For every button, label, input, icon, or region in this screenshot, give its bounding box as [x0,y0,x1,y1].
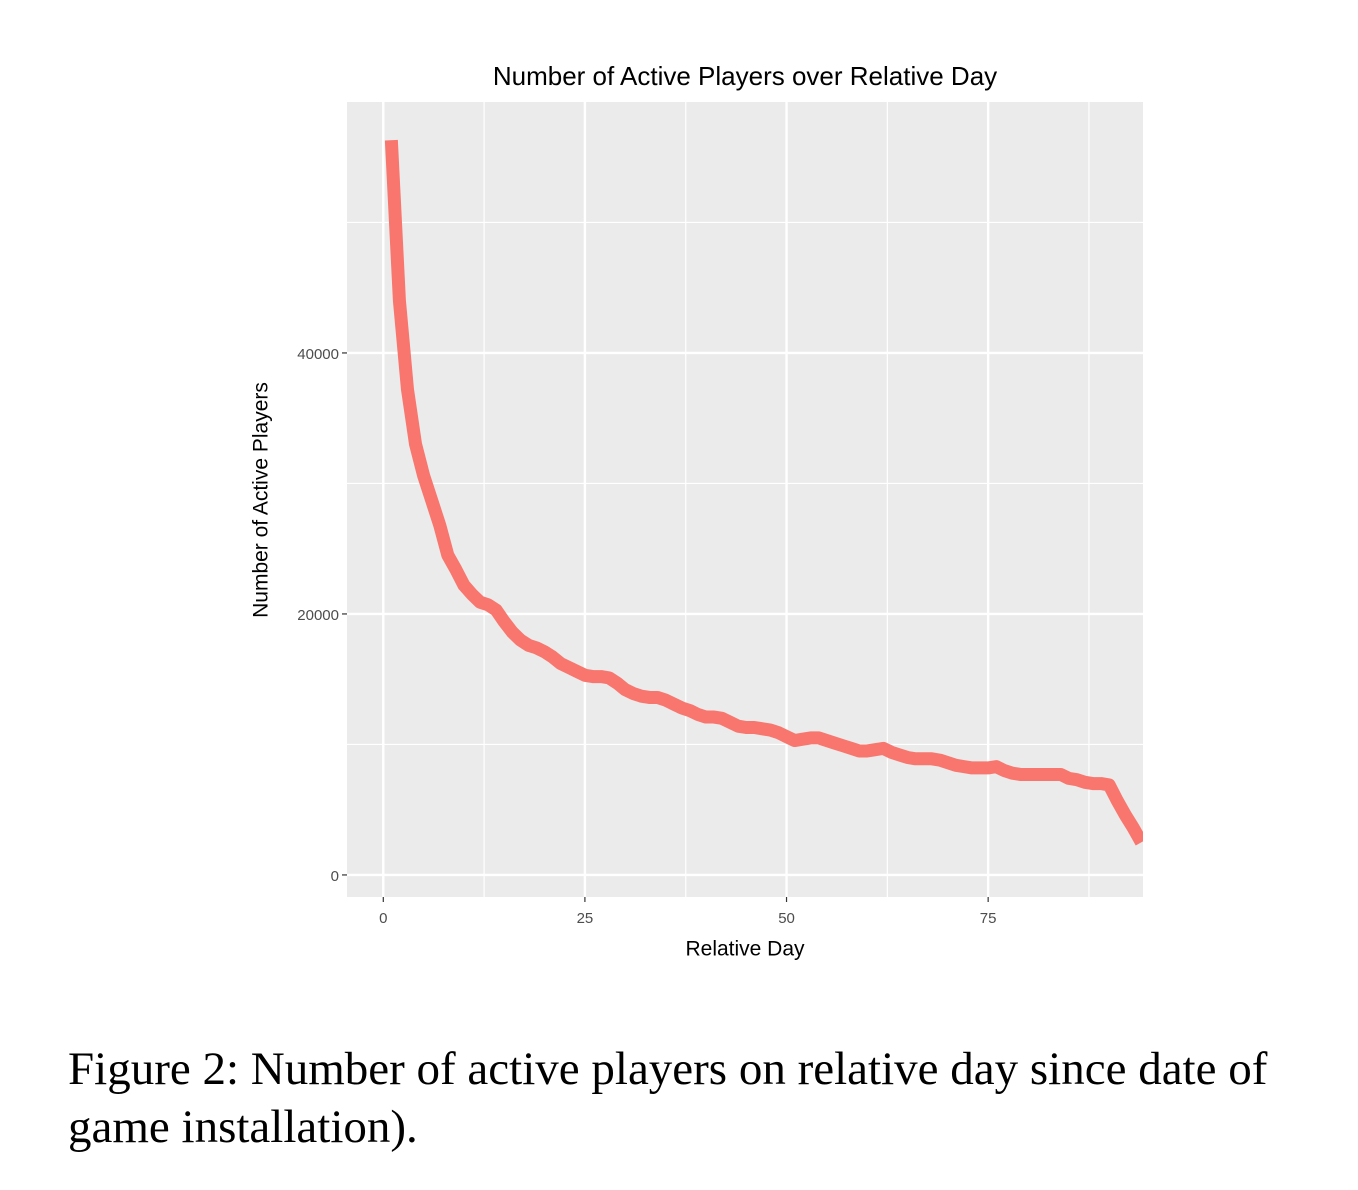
x-tick-label: 50 [778,910,795,927]
y-axis-label: Number of Active Players [250,382,273,618]
figure-caption: Figure 2: Number of active players on re… [68,1043,1268,1153]
chart: Number of Active Players over Relative D… [250,61,1143,961]
x-axis-label: Relative Day [685,938,805,961]
plot-background [347,102,1143,897]
x-tick-label: 25 [577,910,594,927]
x-tick-label: 0 [379,910,387,927]
y-tick-label: 20000 [297,607,339,624]
y-tick-label: 0 [331,868,339,885]
data-line [384,139,1143,846]
y-tick-label: 40000 [297,346,339,363]
chart-title: Number of Active Players over Relative D… [493,61,997,91]
x-tick-label: 75 [980,910,997,927]
